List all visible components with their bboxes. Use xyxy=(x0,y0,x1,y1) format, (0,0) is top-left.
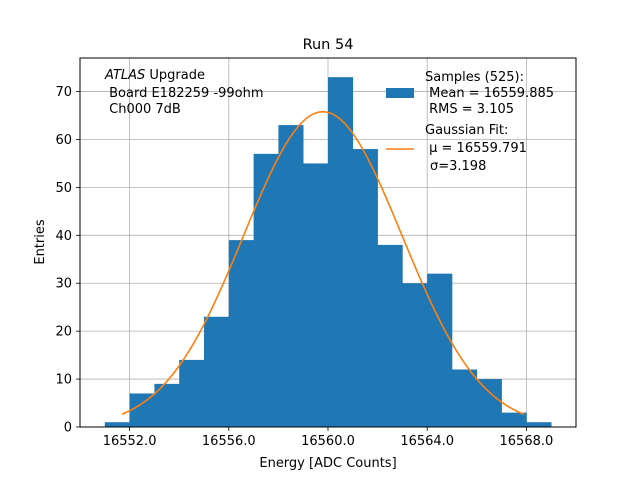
y-tick-label: 10 xyxy=(55,373,72,388)
y-tick-label: 40 xyxy=(55,229,72,244)
y-axis-label: Entries xyxy=(33,219,48,265)
legend-fit-title: Gaussian Fit: xyxy=(425,123,508,138)
x-tick-label: 16568.0 xyxy=(500,434,554,449)
annotation-line-3: Ch000 7dB xyxy=(105,102,181,117)
y-tick-label: 70 xyxy=(55,85,72,100)
annotation-line-2: Board E182259 -99ohm xyxy=(105,86,264,101)
legend-hist-mean: Mean = 16559.885 xyxy=(425,86,554,101)
y-axis-ticks: 0 10 20 30 40 50 60 70 xyxy=(55,85,80,436)
histogram-bar xyxy=(377,244,403,427)
x-tick-label: 16560.0 xyxy=(301,434,355,449)
annotation-line-1: ATLAS Upgrade xyxy=(104,68,205,83)
legend-fit-sigma: σ=3.198 xyxy=(430,159,486,174)
fit-curve-group xyxy=(121,110,525,416)
gaussian-fit-line xyxy=(121,110,525,416)
histogram-bar xyxy=(526,422,552,427)
histogram-bar xyxy=(328,77,354,428)
histogram-bar xyxy=(303,163,329,427)
legend-fit-mu: μ = 16559.791 xyxy=(425,141,527,156)
histogram-bar xyxy=(278,125,304,427)
histogram-bar xyxy=(352,149,378,427)
chart-title: Run 54 xyxy=(303,37,354,53)
y-tick-label: 20 xyxy=(55,325,72,340)
histogram-bar xyxy=(104,422,130,427)
legend-hist-title: Samples (525): xyxy=(425,70,524,85)
histogram-bar xyxy=(501,412,527,427)
histogram-bar xyxy=(427,273,453,427)
histogram-bar xyxy=(253,153,279,427)
histogram-bar xyxy=(402,283,428,427)
x-tick-label: 16556.0 xyxy=(202,434,256,449)
y-tick-label: 30 xyxy=(55,277,72,292)
histogram-bars xyxy=(104,77,552,428)
histogram-bar xyxy=(228,240,254,427)
y-tick-label: 60 xyxy=(55,133,72,148)
y-tick-label: 50 xyxy=(55,181,72,196)
legend-hist-swatch xyxy=(386,88,414,98)
x-axis-ticks: 16552.0 16556.0 16560.0 16564.0 16568.0 xyxy=(103,427,554,449)
annotation-atlas: ATLAS xyxy=(104,68,145,83)
histogram-bar xyxy=(452,369,478,427)
histogram-bar xyxy=(179,359,205,427)
legend: Samples (525): Mean = 16559.885 RMS = 3.… xyxy=(386,70,554,174)
annotation-upgrade: Upgrade xyxy=(145,68,205,83)
x-tick-label: 16564.0 xyxy=(400,434,454,449)
y-tick-label: 0 xyxy=(64,421,72,436)
x-tick-label: 16552.0 xyxy=(103,434,157,449)
histogram-bar xyxy=(129,393,155,427)
x-axis-label: Energy [ADC Counts] xyxy=(259,456,396,471)
atlas-annotation: ATLAS Upgrade Board E182259 -99ohm Ch000… xyxy=(104,68,264,117)
histogram-bar xyxy=(476,379,502,427)
histogram-bar xyxy=(204,316,230,427)
legend-hist-rms: RMS = 3.105 xyxy=(425,102,514,117)
